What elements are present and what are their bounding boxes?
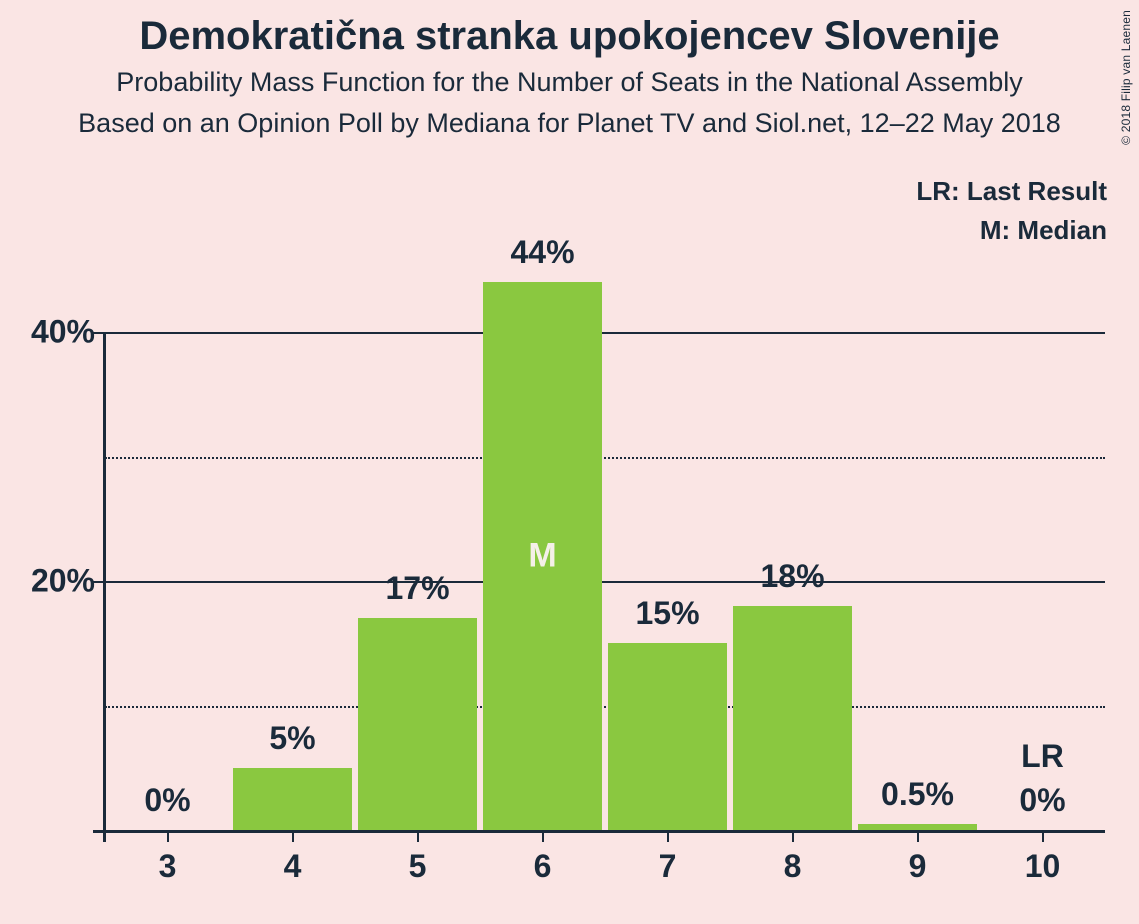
bar [608, 643, 727, 830]
x-tick [542, 830, 544, 842]
plot-area: 20%40%0%35%417%544%6M15%718%80.5%90%10LR [105, 270, 1105, 830]
gridline-major [105, 581, 1105, 583]
chart-title: Demokratična stranka upokojencev Sloveni… [0, 0, 1139, 59]
bar-value-label: 5% [269, 720, 315, 757]
x-tick-label: 8 [784, 848, 802, 885]
gridline-minor [105, 457, 1105, 459]
y-tick-label: 40% [31, 314, 95, 351]
x-tick-label: 3 [159, 848, 177, 885]
bar [733, 606, 852, 830]
x-tick [792, 830, 794, 842]
x-tick [1042, 830, 1044, 842]
y-tick-label: 20% [31, 563, 95, 600]
bar-value-label: 17% [385, 570, 449, 607]
x-tick-label: 6 [534, 848, 552, 885]
lr-marker: LR [1021, 738, 1064, 775]
median-marker: M [528, 537, 556, 576]
x-tick-label: 5 [409, 848, 427, 885]
x-axis-line [93, 830, 1105, 833]
legend-lr: LR: Last Result [916, 172, 1107, 211]
bar-value-label: 15% [635, 595, 699, 632]
x-tick [167, 830, 169, 842]
x-tick-label: 7 [659, 848, 677, 885]
bar-value-label: 18% [760, 558, 824, 595]
bar [233, 768, 352, 830]
x-tick [292, 830, 294, 842]
bar-value-label: 0% [1019, 782, 1065, 819]
bar-value-label: 0% [144, 782, 190, 819]
x-tick-label: 4 [284, 848, 302, 885]
bar [358, 618, 477, 830]
x-tick [667, 830, 669, 842]
copyright-text: © 2018 Filip van Laenen [1119, 10, 1133, 145]
x-tick [917, 830, 919, 842]
legend: LR: Last Result M: Median [916, 172, 1107, 250]
gridline-minor [105, 706, 1105, 708]
chart-subsubtitle: Based on an Opinion Poll by Mediana for … [0, 108, 1139, 139]
x-tick-label: 10 [1025, 848, 1061, 885]
chart-subtitle: Probability Mass Function for the Number… [0, 67, 1139, 98]
bar-value-label: 0.5% [881, 776, 954, 813]
gridline-major [105, 332, 1105, 334]
y-axis-line [103, 332, 106, 842]
x-tick [417, 830, 419, 842]
legend-m: M: Median [916, 211, 1107, 250]
bar-value-label: 44% [510, 234, 574, 271]
x-tick-label: 9 [909, 848, 927, 885]
